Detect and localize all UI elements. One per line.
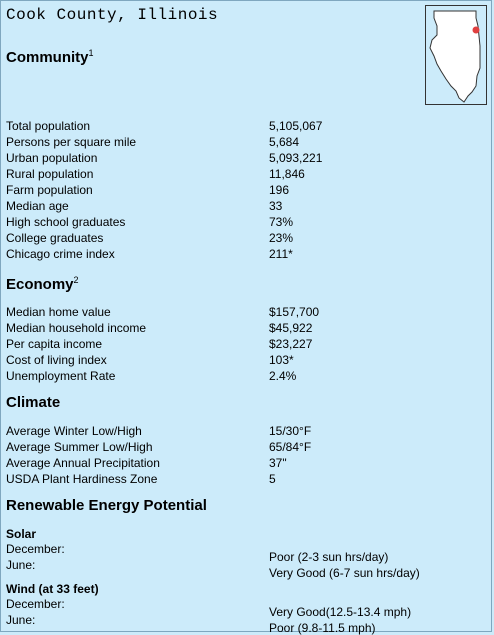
- energy-heading: Renewable Energy Potential: [6, 497, 207, 514]
- table-row: Urban population 5,093,221: [6, 151, 323, 165]
- table-row: Median household income $45,922: [6, 321, 313, 335]
- community-table: Total population 5,105,067 Persons per sq…: [6, 118, 486, 262]
- wind-subheading: Wind (at 33 feet): [6, 582, 99, 596]
- illinois-map-icon: [429, 10, 481, 103]
- table-row: December: Very Good(12.5-13.4 mph): [6, 597, 412, 619]
- table-row: Unemployment Rate 2.4%: [6, 369, 297, 383]
- table-row: College graduates 23%: [6, 231, 294, 245]
- economy-heading: Economy2: [6, 275, 79, 293]
- table-row: Median home value $157,700: [6, 305, 320, 319]
- table-row: High school graduates 73%: [6, 215, 294, 229]
- table-row: Per capita income $23,227: [6, 337, 313, 351]
- energy-table: Solar December: Poor (2-3 sun hrs/day) Ju…: [6, 526, 486, 635]
- page-title: Cook County, Illinois: [6, 6, 219, 24]
- table-row: Average Annual Precipitation 37": [6, 456, 287, 470]
- climate-table: Average Winter Low/High 15/30°F Average S…: [6, 423, 486, 487]
- economy-table: Median home value $157,700 Median househo…: [6, 304, 486, 384]
- table-row: June: Poor (9.8-11.5 mph): [6, 613, 376, 635]
- solar-subheading: Solar: [6, 527, 37, 541]
- table-row: Total population 5,105,067: [6, 119, 323, 133]
- county-marker: [472, 26, 480, 34]
- table-row: June: Very Good (6-7 sun hrs/day): [6, 558, 420, 580]
- table-row: Cost of living index 103*: [6, 353, 294, 367]
- table-row: December: Poor (2-3 sun hrs/day): [6, 542, 389, 564]
- table-row: Farm population 196: [6, 183, 290, 197]
- table-row: Average Winter Low/High 15/30°F: [6, 424, 312, 438]
- community-heading: Community1: [6, 48, 94, 66]
- table-row: Median age 33: [6, 199, 283, 213]
- state-map: [425, 5, 487, 105]
- table-row: Average Summer Low/High 65/84°F: [6, 440, 312, 454]
- climate-heading: Climate: [6, 394, 61, 411]
- table-row: USDA Plant Hardiness Zone 5: [6, 472, 276, 486]
- table-row: Persons per square mile 5,684: [6, 135, 300, 149]
- table-row: Rural population 11,846: [6, 167, 305, 181]
- table-row: Chicago crime index 211*: [6, 247, 293, 261]
